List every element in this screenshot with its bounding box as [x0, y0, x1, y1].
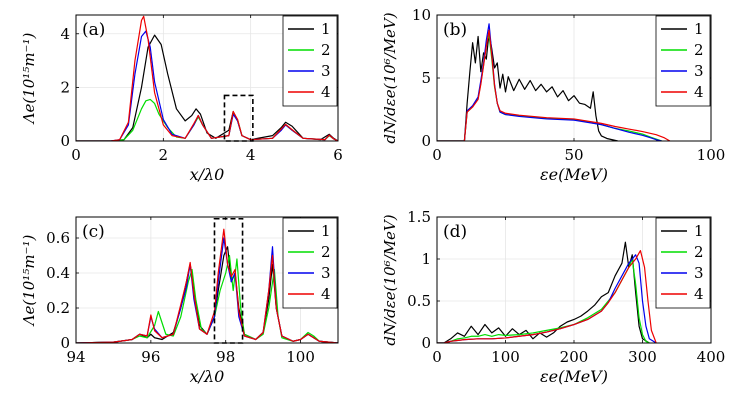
tick-label-x: 2: [159, 146, 169, 164]
legend-label-3: 3: [321, 62, 331, 80]
tick-label-x: 100: [491, 348, 520, 366]
tick-label-x: 4: [246, 146, 256, 164]
tick-label-x: 96: [141, 348, 160, 366]
tick-label-y: 10: [412, 6, 431, 24]
tick-label-x: 100: [697, 146, 726, 164]
tick-label-y: 0.6: [46, 229, 70, 247]
legend-box: [655, 217, 711, 309]
tick-label-y: 0: [421, 132, 431, 150]
tick-label-x: 0: [432, 146, 442, 164]
series-line-4: [437, 250, 657, 343]
tick-label-x: 98: [216, 348, 235, 366]
tick-label-x: 100: [286, 348, 315, 366]
series-line-4: [76, 15, 338, 141]
x-axis-label: x/λ0: [190, 165, 225, 184]
series-line-1: [437, 241, 650, 343]
legend-label-4: 4: [321, 83, 331, 101]
highlight-box: [213, 217, 244, 344]
tick-label-x: 6: [333, 146, 343, 164]
legend-label-2: 2: [321, 41, 331, 59]
series-group: [437, 23, 671, 141]
tick-label-y: 1.5: [407, 208, 431, 226]
legend-label-1: 1: [694, 222, 704, 240]
tick-label-y: 0: [421, 334, 431, 352]
legend-label-1: 1: [321, 20, 331, 38]
legend: 1 2 3 4: [655, 15, 711, 107]
panel-label: (d): [443, 222, 467, 242]
tick-label-y: 1: [421, 250, 431, 268]
panel-label: (b): [443, 20, 467, 40]
legend-label-1: 1: [321, 222, 331, 240]
panel-4: 0 100 200 300 400 0 0.5 1 1.5 εe(MeV) dN/dεe(10⁶/M…: [381, 208, 725, 386]
tick-label-y: 0.5: [407, 292, 431, 310]
y-axis-label: Λe(10¹⁵m⁻¹): [20, 235, 38, 328]
series-group: [437, 241, 657, 343]
tick-label-x: 0: [71, 146, 81, 164]
legend: 1 2 3 4: [655, 217, 711, 309]
series-line-1: [76, 34, 338, 141]
panel-label: (c): [82, 222, 105, 242]
tick-label-x: 200: [560, 348, 589, 366]
series-line-2: [437, 258, 650, 343]
tick-label-y: 2: [60, 78, 70, 96]
x-axis-label: εe(MeV): [540, 367, 608, 386]
y-axis-label: Λe(10¹⁵m⁻¹): [20, 33, 38, 126]
legend-label-3: 3: [694, 264, 704, 282]
series-line-1: [437, 32, 618, 141]
tick-label-y: 0: [60, 334, 70, 352]
legend-label-4: 4: [694, 83, 704, 101]
tick-label-y: 5: [421, 69, 431, 87]
y-axis-label: dN/dεe(10⁶/MeV): [381, 12, 399, 143]
legend: 1 2 3 4: [282, 217, 338, 309]
series-group: [76, 15, 338, 141]
panel-label: (a): [82, 20, 105, 40]
panel-2: 0 50 100 0 5 10 εe(MeV) dN/dεe(10⁶/MeV) (b) 1 2 3 4: [381, 6, 725, 184]
panel-1: 0 2 4 6 0 2 4 x/λ0 Λe(10¹⁵m⁻¹) (a) 1 2 3 4: [20, 14, 343, 184]
tick-label-y: 0.4: [46, 264, 70, 282]
x-axis-label: εe(MeV): [540, 165, 608, 184]
series-group: [76, 228, 338, 343]
tick-label-y: 4: [60, 25, 70, 43]
tick-label-x: 0: [432, 348, 442, 366]
panel-3: 94 96 98 100 0 0.2 0.4 0.6 x/λ0 Λe(10¹⁵m⁻¹) (c) 1 2 3…: [20, 216, 339, 386]
series-line-4: [437, 29, 671, 141]
tick-label-x: 50: [564, 146, 583, 164]
series-line-2: [76, 254, 338, 343]
axes-frame: [75, 14, 339, 142]
tick-label-x: 400: [697, 348, 726, 366]
tick-label-y: 0.2: [46, 299, 70, 317]
legend-label-2: 2: [321, 243, 331, 261]
axes-frame: [75, 216, 339, 344]
legend-label-3: 3: [321, 264, 331, 282]
legend-label-4: 4: [694, 285, 704, 303]
tick-label-x: 94: [66, 348, 85, 366]
y-axis-label: dN/dεe(10⁶/MeV): [381, 214, 399, 345]
tick-label-x: 300: [628, 348, 657, 366]
legend-box: [655, 15, 711, 107]
legend-label-2: 2: [694, 41, 704, 59]
legend-label-4: 4: [321, 285, 331, 303]
legend-label-1: 1: [694, 20, 704, 38]
legend-box: [282, 217, 338, 309]
x-axis-label: x/λ0: [190, 367, 225, 386]
legend-label-2: 2: [694, 243, 704, 261]
series-line-4: [76, 228, 338, 343]
legend: 1 2 3 4: [282, 15, 338, 107]
tick-label-y: 0: [60, 132, 70, 150]
legend-box: [282, 15, 338, 107]
legend-label-3: 3: [694, 62, 704, 80]
